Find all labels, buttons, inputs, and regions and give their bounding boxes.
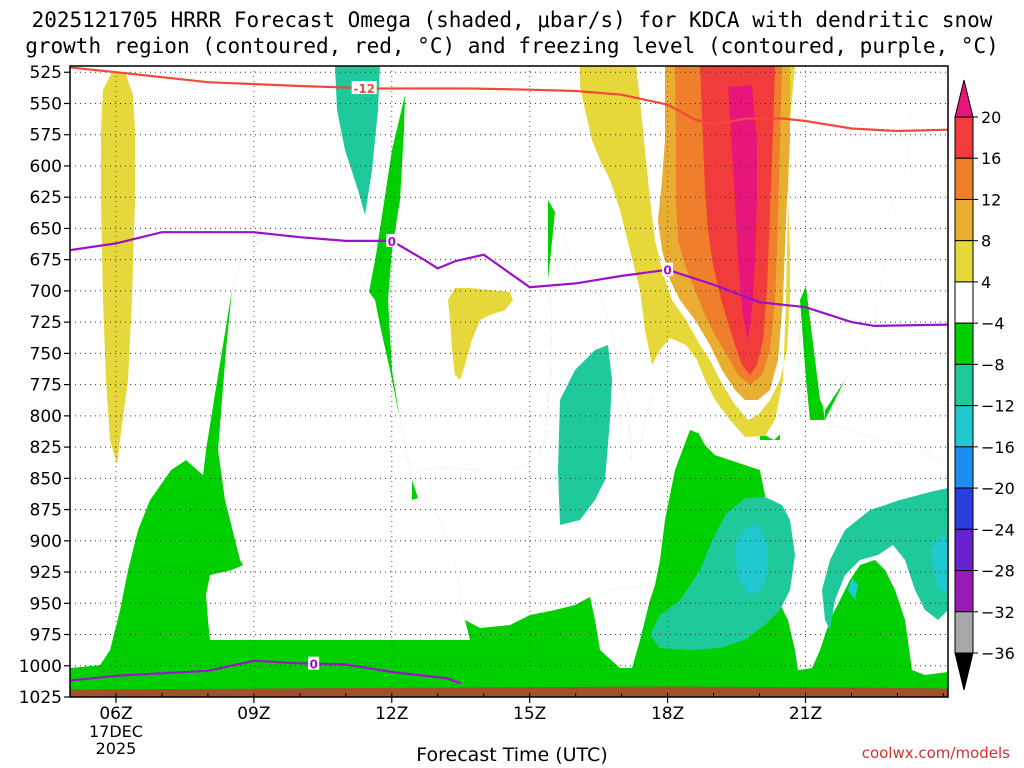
omega-fill-c12-18 [930, 535, 948, 590]
contour-freezing-level-surface- [70, 659, 462, 685]
plot-frame [69, 65, 949, 698]
colorbar-top-triangle [954, 79, 974, 118]
colorbar-box-2 [954, 198, 974, 242]
colorbar-label-7: −12 [981, 397, 1015, 416]
y-tick-label-675: 675 [30, 251, 62, 271]
omega-fill-w-8 [800, 66, 915, 420]
colorbar-label-10: −24 [981, 520, 1015, 539]
omega-fill-y4-19 [101, 72, 135, 465]
y-tick-label-875: 875 [30, 501, 62, 521]
omega-fill-w-1 [206, 233, 470, 640]
omega-fill-c12-16 [735, 525, 768, 595]
colorbar-box-3 [954, 240, 974, 283]
y-tick-label-650: 650 [30, 219, 62, 239]
x-tick-sublabel-17DEC: 17DEC [89, 722, 143, 741]
site-credit: coolwx.com/models [861, 744, 1010, 762]
y-tick-label-1025: 1025 [19, 688, 62, 708]
chart-title-line-2: growth region (contoured, red, °C) and f… [25, 34, 999, 58]
colorbar-box-8 [954, 446, 974, 489]
colorbar-box-9 [954, 487, 974, 530]
colorbar-label-11: −28 [981, 562, 1015, 581]
colorbar-label-12: −32 [981, 603, 1015, 622]
colorbar-box-10 [954, 528, 974, 572]
y-tick-label-775: 775 [30, 376, 62, 396]
y-tick-label-950: 950 [30, 594, 62, 614]
omega-fill-t8-12 [335, 66, 380, 215]
chart-title-line-1: 2025121705 HRRR Forecast Omega (shaded, … [31, 8, 993, 32]
colorbar-box-4 [954, 281, 974, 324]
colorbar-label-3: 8 [981, 232, 991, 251]
y-tick-label-925: 925 [30, 563, 62, 583]
y-tick-label-975: 975 [30, 626, 62, 646]
colorbar-label-0: 20 [981, 108, 1001, 127]
contour-label-2: 0 [663, 264, 671, 278]
colorbar-box-7 [954, 405, 974, 448]
colorbar-label-1: 16 [981, 149, 1001, 168]
y-tick-label-1000: 1000 [19, 657, 62, 677]
colorbar-box-12 [954, 611, 974, 654]
y-tick-label-600: 600 [30, 157, 62, 177]
omega-fill-w-9 [825, 66, 948, 465]
colorbar-label-8: −16 [981, 438, 1015, 457]
omega-fill-y4-20 [580, 66, 795, 437]
x-tick-label-18Z: 18Z [651, 704, 684, 724]
x-tick-label-09Z: 09Z [237, 704, 270, 724]
colorbar-box-11 [954, 570, 974, 613]
y-tick-label-525: 525 [30, 63, 62, 83]
contour-freezing-level-aloft- [70, 231, 948, 328]
omega-fill-y4-22 [605, 66, 625, 80]
y-tick-label-625: 625 [30, 188, 62, 208]
contour-dendritic-growth-region [70, 66, 948, 133]
contour-label-1: 0 [388, 235, 396, 249]
x-tick-label-21Z: 21Z [789, 704, 822, 724]
y-tick-label-575: 575 [30, 126, 62, 146]
y-tick-label-850: 850 [30, 469, 62, 489]
colorbar-label-13: −36 [981, 644, 1015, 663]
colorbar-box-6 [954, 363, 974, 407]
x-tick-label-15Z: 15Z [513, 704, 546, 724]
colorbar-box-5 [954, 322, 974, 365]
x-tick-label-06Z: 06Z [99, 704, 132, 724]
ground-surface [70, 686, 948, 697]
y-tick-label-700: 700 [30, 282, 62, 302]
colorbar-label-9: −20 [981, 479, 1015, 498]
colorbar-label-2: 12 [981, 190, 1001, 209]
colorbar-label-5: −4 [981, 314, 1005, 333]
y-tick-label-800: 800 [30, 407, 62, 427]
x-tick-label-12Z: 12Z [375, 704, 408, 724]
omega-fill-y4-21 [448, 288, 513, 380]
omega-fill-w-5 [548, 66, 680, 460]
y-tick-label-550: 550 [30, 94, 62, 114]
colorbar-label-6: −8 [981, 355, 1005, 374]
omega-fill-c12-17 [848, 578, 858, 600]
omega-fill-w-7 [690, 430, 825, 670]
omega-fill-t8-13 [558, 345, 612, 525]
omega-fill-t8-15 [822, 488, 948, 630]
y-tick-label-825: 825 [30, 438, 62, 458]
omega-fill-w-10 [590, 585, 655, 668]
x-tick-sublabel-2025: 2025 [96, 739, 137, 758]
omega-fill-w-11 [232, 560, 272, 595]
x-axis-title: Forecast Time (UTC) [416, 744, 608, 766]
omega-fill-m20-26 [728, 85, 757, 340]
colorbar-box-1 [954, 157, 974, 200]
y-tick-label-725: 725 [30, 313, 62, 333]
contour-label-0: -12 [353, 82, 375, 96]
contour-label-3: 0 [309, 658, 317, 672]
y-tick-label-750: 750 [30, 344, 62, 364]
omega-fill-w-4 [388, 66, 552, 480]
colorbar-bottom-triangle [954, 652, 974, 691]
colorbar-label-4: 4 [981, 273, 991, 292]
y-tick-label-900: 900 [30, 532, 62, 552]
colorbar-box-0 [954, 116, 974, 159]
